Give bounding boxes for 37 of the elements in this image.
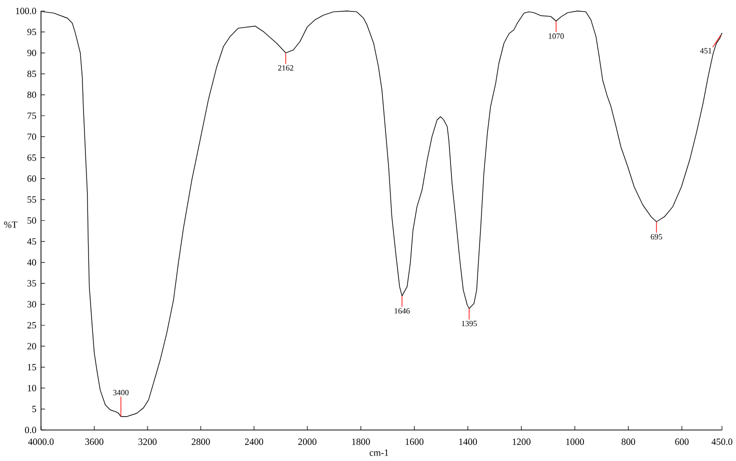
y-tick-label: 100.0 xyxy=(16,8,36,14)
y-tick-label: 95 xyxy=(27,28,36,36)
y-tick-label: 15 xyxy=(28,364,36,370)
x-tick-label: 1400 xyxy=(459,438,477,445)
x-tick-label: 2000 xyxy=(298,438,316,445)
x-tick-label: 4000.0 xyxy=(28,438,54,445)
y-tick-label: 45 xyxy=(27,238,36,245)
y-tick-label: 90 xyxy=(27,50,36,56)
y-tick-label: 35 xyxy=(27,280,36,287)
x-tick-label: 2800 xyxy=(192,438,210,445)
y-tick-label: 25 xyxy=(27,322,36,328)
y-tick-label: 60 xyxy=(27,175,36,182)
y-tick-label: 30 xyxy=(27,301,36,308)
x-tick-label: 2400 xyxy=(244,438,264,445)
x-axis-title: cm-1 xyxy=(370,450,388,456)
y-tick-label: 5 xyxy=(32,406,36,412)
y-tick-label: 20 xyxy=(27,343,36,350)
y-tick-label: 75 xyxy=(28,112,36,119)
x-tick-label: 1600 xyxy=(406,438,424,445)
y-tick-label: 40 xyxy=(27,259,36,266)
y-tick-label: 65 xyxy=(27,154,36,161)
y-tick-label: 55 xyxy=(28,196,36,203)
x-tick-label: 1800 xyxy=(352,438,370,445)
x-tick-label: 3600 xyxy=(85,438,104,445)
y-tick-label: 50 xyxy=(28,217,36,224)
x-tick-label: 600 xyxy=(675,438,689,445)
y-tick-label: 70 xyxy=(28,134,36,140)
y-axis-title: %T xyxy=(4,221,18,228)
x-tick-label: 1000 xyxy=(566,438,584,445)
y-tick-label: 80 xyxy=(27,92,36,98)
x-tick-label: 800 xyxy=(622,438,636,445)
x-tick-label: 1200 xyxy=(512,438,530,445)
x-tick-label: 450.0 xyxy=(712,438,732,445)
y-tick-label: 0.0 xyxy=(25,426,36,434)
x-tick-label: 3200 xyxy=(138,438,157,445)
y-tick-label: 85 xyxy=(27,70,36,78)
y-tick-label: 10 xyxy=(28,384,36,392)
